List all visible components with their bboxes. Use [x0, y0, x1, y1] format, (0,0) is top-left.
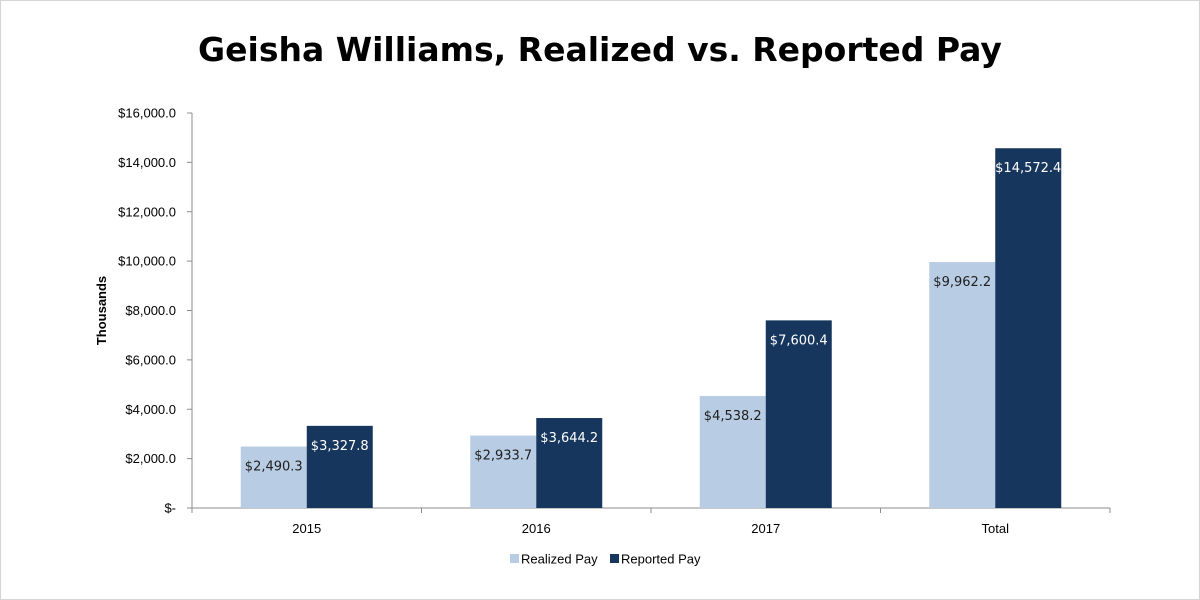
y-tick-label: $2,000.0 — [125, 451, 176, 466]
bars-layer — [240, 148, 1062, 508]
data-label: $2,933.7 — [474, 449, 532, 464]
bar-realized-pay — [929, 262, 996, 508]
legend-swatch — [510, 554, 519, 563]
x-tick-label: 2017 — [751, 521, 780, 536]
y-tick-label: $12,000.0 — [118, 204, 176, 219]
y-tick-label: $8,000.0 — [125, 303, 176, 318]
data-label: $3,327.8 — [311, 439, 369, 454]
y-tick-label: $14,000.0 — [118, 155, 176, 170]
y-tick-label: $10,000.0 — [118, 254, 176, 269]
bar-realized-pay — [470, 435, 537, 508]
bar-reported-pay — [765, 320, 832, 508]
x-tick-label: 2016 — [522, 521, 551, 536]
chart-title: Geisha Williams, Realized vs. Reported P… — [198, 30, 1002, 69]
y-tick-label: $- — [164, 501, 176, 516]
axes-layer: $- $2,000.0 $4,000.0 $6,000.0 $8,000.0 $10,00… — [94, 106, 1111, 536]
x-tick-label: Total — [982, 521, 1010, 536]
y-axis-title: Thousands — [94, 276, 109, 345]
bar-reported-pay — [306, 425, 373, 508]
data-label: $7,600.4 — [770, 333, 828, 348]
data-label: $4,538.2 — [704, 409, 762, 424]
y-tick-label: $16,000.0 — [118, 106, 176, 121]
legend-swatch — [610, 554, 619, 563]
bar-reported-pay — [536, 418, 603, 508]
bar-realized-pay — [699, 395, 766, 508]
bar-realized-pay — [240, 446, 307, 508]
y-tick-label: $6,000.0 — [125, 352, 176, 367]
data-label: $3,644.2 — [540, 431, 598, 446]
x-tick-label: 2015 — [292, 521, 321, 536]
data-label: $9,962.2 — [933, 275, 991, 290]
data-label: $14,572.4 — [995, 161, 1061, 176]
bar-reported-pay — [995, 148, 1062, 508]
data-labels-layer: $2,490.3 $2,933.7 $4,538.2 $9,962.2 $3,327.8… — [245, 161, 1062, 474]
legend-label: Realized Pay — [521, 552, 598, 567]
legend-label: Reported Pay — [621, 552, 701, 567]
data-label: $2,490.3 — [245, 460, 303, 475]
legend: Realized Pay Reported Pay — [510, 552, 701, 567]
y-tick-label: $4,000.0 — [125, 402, 176, 417]
